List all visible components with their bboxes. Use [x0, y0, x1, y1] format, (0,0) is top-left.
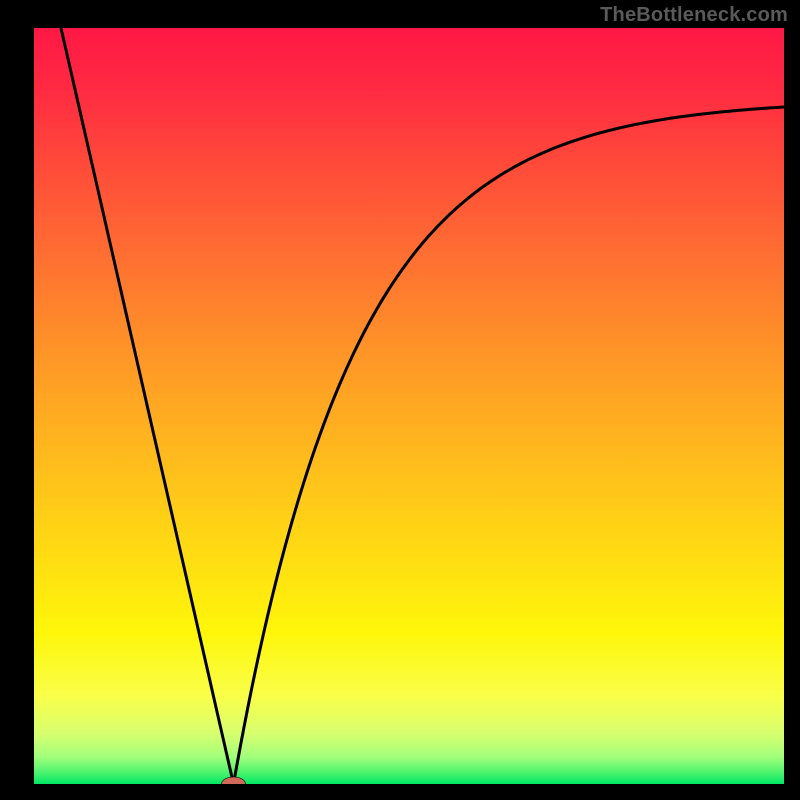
plot-area [34, 28, 784, 784]
plot-svg [34, 28, 784, 784]
watermark-text: TheBottleneck.com [600, 4, 788, 27]
chart-container: TheBottleneck.com [0, 0, 800, 800]
